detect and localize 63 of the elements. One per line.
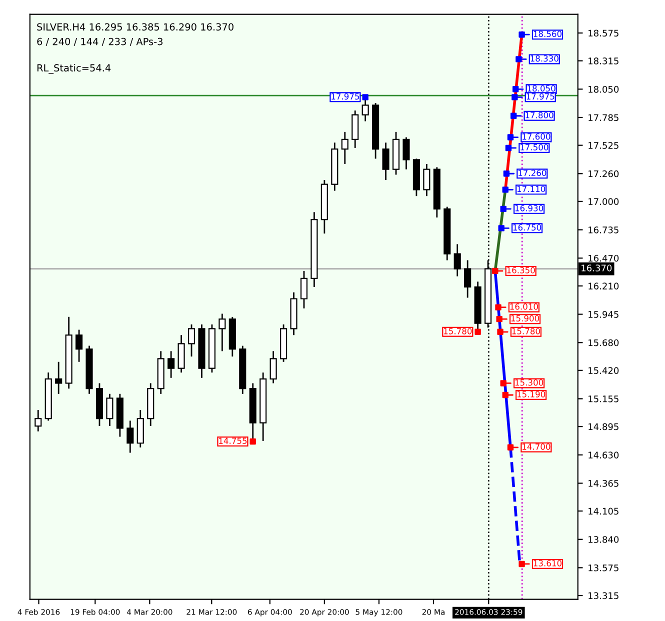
y-tick-label: 18.575	[588, 30, 618, 37]
annotation: SILVER.H4 16.295 16.385 16.290 16.370	[37, 23, 234, 31]
annotation: 13.610	[534, 560, 562, 566]
annotation: 16.750	[513, 224, 542, 231]
annotation: 15.300	[515, 379, 544, 386]
annotation: 15.190	[517, 391, 546, 398]
candlestick	[341, 131, 348, 165]
candlestick	[168, 350, 175, 379]
y-tick-label: 15.155	[588, 396, 618, 402]
annotation: 17.800	[526, 112, 554, 118]
y-tick-label: 18.050	[588, 86, 619, 93]
annotation: 14.700	[522, 444, 550, 450]
annotation: 14.755	[219, 438, 247, 444]
candlestick	[34, 409, 42, 432]
candlestick	[188, 324, 196, 358]
annotation: 18.330	[530, 55, 558, 62]
annotation: 17.975	[332, 93, 360, 100]
y-tick-label: 14.630	[588, 452, 619, 458]
y-tick-label: 13.575	[588, 564, 618, 572]
y-tick-label: 18.315	[588, 58, 618, 64]
annotation: 17.975	[526, 93, 554, 100]
candlestick	[106, 393, 114, 427]
candlestick	[382, 142, 390, 181]
y-tick-label: 17.525	[588, 142, 618, 149]
ref-line-label: 16.370	[582, 264, 612, 272]
y-tick-label: 14.365	[588, 480, 618, 487]
annotation: 15.780	[512, 328, 540, 334]
candlestick	[464, 260, 472, 298]
y-tick-label: 16.470	[588, 254, 619, 262]
annotation: 16.930	[515, 205, 544, 212]
candlestick	[402, 136, 410, 170]
annotation: 18.560	[534, 30, 562, 38]
annotation: 17.260	[518, 170, 546, 176]
candlestick	[126, 420, 134, 454]
candlestick	[423, 163, 430, 197]
y-tick-label: 13.315	[588, 592, 618, 600]
annotation: 17.110	[517, 186, 546, 192]
candlestick	[218, 313, 226, 352]
y-tick-label: 17.785	[588, 114, 618, 122]
annotation: 18.050	[528, 85, 556, 92]
candlestick	[270, 350, 277, 384]
annotation: 16.010	[510, 303, 538, 310]
y-tick-label: 17.000	[588, 198, 619, 205]
y-tick-label: 14.105	[588, 508, 618, 515]
y-tick-label: 15.680	[588, 339, 619, 346]
candlestick	[55, 361, 62, 395]
candlestick	[300, 270, 308, 310]
annotation: 15.900	[511, 315, 540, 322]
annotation: 6 / 240 / 144 / 233 / APs-3	[37, 38, 163, 46]
annotation: 15.780	[444, 328, 472, 334]
y-tick-label: 13.840	[588, 536, 619, 543]
y-tick-label: 17.260	[588, 170, 619, 178]
y-tick-label: 15.420	[588, 367, 619, 374]
y-tick-label: 16.210	[588, 282, 619, 290]
annotation: 17.500	[520, 144, 548, 150]
y-tick-label: 15.945	[588, 310, 618, 318]
y-tick-label: 14.895	[588, 423, 618, 430]
y-tick-label: 16.735	[588, 226, 618, 234]
annotation: RL_Static=54.4	[37, 64, 111, 74]
candlestick	[76, 329, 83, 363]
candlestick	[454, 244, 461, 277]
annotation: 16.350	[507, 267, 535, 274]
annotation: 17.600	[522, 133, 550, 140]
